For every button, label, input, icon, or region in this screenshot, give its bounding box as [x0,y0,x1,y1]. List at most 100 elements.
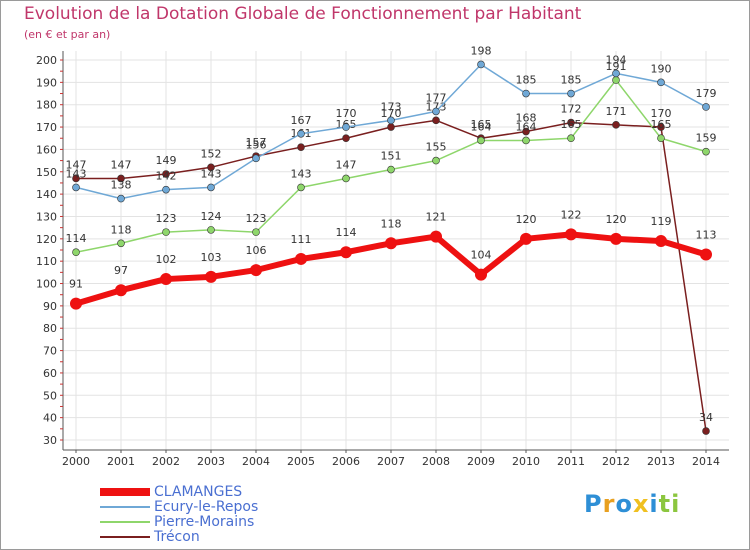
data-label-pierre-morains: 147 [336,158,357,171]
data-label-clamanges: 104 [471,249,492,262]
data-point-ecury-le-repos [567,89,575,98]
x-tick-label: 2002 [152,455,180,468]
data-label-clamanges: 119 [651,215,672,228]
data-point-clamanges [115,284,127,297]
data-label-ecury-le-repos: 190 [651,62,672,75]
logo-letter: o [615,490,633,518]
y-tick-label: 30 [43,434,57,447]
data-point-ecury-le-repos [117,194,125,203]
data-point-trecon [522,127,530,136]
data-label-clamanges: 111 [291,233,312,246]
data-label-ecury-le-repos: 185 [561,74,582,87]
data-point-clamanges [250,264,262,277]
data-point-pierre-morains [477,136,485,145]
y-tick-label: 180 [36,99,57,112]
y-tick-label: 120 [36,233,57,246]
x-tick-label: 2003 [197,455,225,468]
data-label-pierre-morains: 114 [66,232,87,245]
data-point-pierre-morains [432,156,440,165]
data-point-ecury-le-repos [162,185,170,194]
data-point-clamanges [430,230,442,243]
data-point-clamanges [70,297,82,310]
data-point-ecury-le-repos [342,123,350,131]
data-point-trecon [117,174,125,183]
data-point-trecon [387,123,395,131]
chart-title: Evolution de la Dotation Globale de Fonc… [24,4,582,24]
x-tick-label: 2001 [107,455,135,468]
data-label-clamanges: 120 [606,213,627,226]
x-tick-label: 2010 [512,455,540,468]
data-label-ecury-le-repos: 143 [201,167,222,180]
data-point-pierre-morains [657,134,665,143]
y-tick-label: 140 [36,188,57,201]
data-label-clamanges: 120 [516,213,537,226]
y-tick-label: 160 [36,143,57,156]
data-point-ecury-le-repos [477,60,485,69]
data-label-trecon: 168 [516,112,537,125]
data-label-trecon: 147 [111,158,132,171]
data-label-pierre-morains: 143 [291,167,312,180]
x-tick-label: 2000 [62,455,90,468]
y-tick-label: 200 [36,54,57,67]
data-point-pierre-morains [207,226,215,234]
data-label-ecury-le-repos: 179 [696,87,717,100]
data-point-ecury-le-repos [207,183,215,192]
x-tick-label: 2009 [467,455,495,468]
data-point-clamanges [565,228,577,241]
data-point-pierre-morains [252,228,260,236]
chart-subtitle: (en € et par an) [24,28,111,41]
data-point-clamanges [205,270,217,283]
data-point-clamanges [610,232,622,245]
data-point-ecury-le-repos [702,103,710,111]
data-label-clamanges: 102 [156,253,177,266]
y-tick-label: 40 [43,412,57,425]
data-point-trecon [162,170,170,178]
data-point-trecon [432,116,440,125]
x-tick-label: 2007 [377,455,405,468]
data-label-trecon: 165 [471,118,492,131]
data-label-trecon: 147 [66,158,87,171]
data-label-trecon: 149 [156,154,177,167]
data-point-trecon [657,123,665,131]
data-label-ecury-le-repos: 142 [156,170,177,183]
data-point-clamanges [340,246,352,259]
data-label-pierre-morains: 165 [651,118,672,131]
data-label-pierre-morains: 164 [516,120,537,133]
y-tick-label: 90 [43,300,57,313]
x-tick-label: 2008 [422,455,450,468]
logo-letter: P [584,490,603,518]
data-point-pierre-morains [612,76,620,84]
data-label-clamanges: 106 [246,244,267,257]
y-tick-label: 80 [43,322,57,335]
data-label-pierre-morains: 159 [696,132,717,145]
y-tick-label: 110 [36,255,57,268]
data-point-ecury-le-repos [612,69,620,78]
legend-swatch [100,506,150,508]
data-label-trecon: 173 [426,100,447,113]
data-point-trecon [72,174,80,183]
data-point-pierre-morains [522,136,530,145]
x-tick-label: 2012 [602,455,630,468]
data-point-clamanges [385,237,397,250]
data-label-trecon: 171 [606,105,627,118]
data-label-clamanges: 121 [426,211,447,224]
plot-area [63,51,729,450]
legend-swatch [100,521,150,523]
data-label-pierre-morains: 164 [471,120,492,133]
data-label-pierre-morains: 165 [561,118,582,131]
y-tick-label: 100 [36,278,57,291]
legend-label: CLAMANGES [154,484,243,500]
data-label-pierre-morains: 124 [201,210,222,223]
legend-label: Trécon [154,529,200,545]
y-tick-label: 60 [43,367,57,380]
y-tick-label: 50 [43,389,57,402]
x-tick-label: 2011 [557,455,585,468]
data-point-trecon [207,163,215,172]
proxiti-logo: Proxiti [584,490,680,518]
data-label-ecury-le-repos: 198 [471,44,492,57]
data-label-clamanges: 122 [561,208,582,221]
data-point-trecon [567,118,575,127]
data-point-ecury-le-repos [252,154,260,163]
data-point-ecury-le-repos [657,78,665,87]
